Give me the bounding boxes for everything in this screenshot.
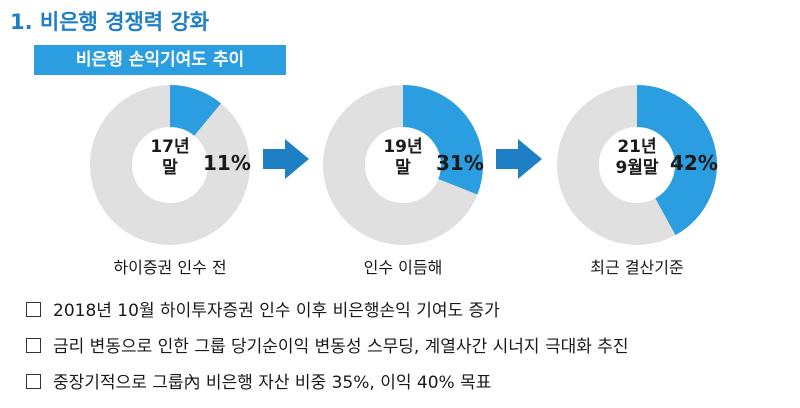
checkbox-icon [26,302,41,317]
percent-label: 11% [203,151,251,175]
bullet-list: 2018년 10월 하이투자증권 인수 이후 비은행손익 기여도 증가 금리 변… [26,296,629,404]
checkbox-icon [26,374,41,389]
caption-before-acquisition: 하이증권 인수 전 [113,258,227,277]
caption-latest: 최근 결산기준 [590,258,684,277]
donut-chart-2021: 21년 9월말 42% [557,85,718,245]
list-item: 2018년 10월 하이투자증권 인수 이후 비은행손익 기여도 증가 [26,296,629,332]
caption-after-acquisition: 인수 이듬해 [363,258,443,277]
percent-label: 31% [436,151,484,175]
period-label: 17년 말 [150,137,190,178]
period-label: 21년 9월말 [615,137,659,178]
donut-slice [401,85,483,195]
donut-chart-2019: 19년 말 31% [323,85,484,245]
donut-slice [636,85,717,236]
period-label: 19년 말 [383,137,423,178]
checkbox-icon [26,338,41,353]
donut-slice [168,85,221,137]
section-subtitle: 비은행 손익기여도 추이 [34,45,286,75]
list-item: 중장기적으로 그룹內 비은행 자산 비중 35%, 이익 40% 목표 [26,368,629,404]
arrow-right-icon [263,139,309,179]
list-item: 금리 변동으로 인한 그룹 당기순이익 변동성 스무딩, 계열사간 시너지 극대… [26,332,629,368]
page-title: 1. 비은행 경쟁력 강화 [10,10,210,34]
arrow-right-icon [496,139,542,179]
donut-chart-2017: 17년 말 11% [90,85,251,245]
percent-label: 42% [670,151,718,175]
